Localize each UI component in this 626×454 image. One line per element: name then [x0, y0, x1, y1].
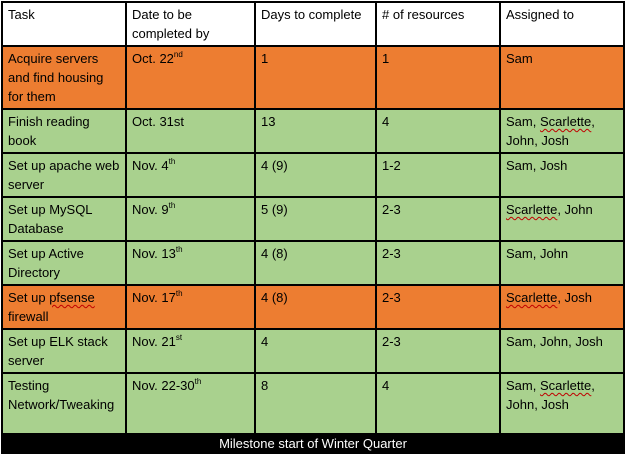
days-cell: 5 (9) [254, 196, 377, 242]
task-misspelled-word: pfsense [49, 290, 95, 305]
resources-cell: 4 [375, 108, 501, 154]
date-text: Oct. 22 [132, 51, 174, 66]
assigned-cell: Sam, John [499, 240, 625, 286]
days-cell: 13 [254, 108, 377, 154]
assigned-text: Sam, John, Josh [506, 334, 603, 349]
date-ordinal-suffix: th [175, 288, 183, 298]
task-cell: Set up pfsense firewall [1, 284, 127, 330]
date-text: Nov. 9 [132, 202, 169, 217]
table-row: Set up Active Directory Nov. 13th 4 (8) 2-3… [1, 240, 625, 286]
task-cell: Set up ELK stack server [1, 328, 127, 374]
assigned-cell: Scarlette, Josh [499, 284, 625, 330]
date-text: Nov. 4 [132, 158, 169, 173]
date-text: Nov. 13 [132, 246, 176, 261]
date-ordinal-suffix: th [175, 244, 183, 254]
date-cell: Nov. 13th [125, 240, 256, 286]
assigned-cell: Sam, Josh [499, 152, 625, 198]
table-row: Set up MySQL Database Nov. 9th 5 (9) 2-3 Sca… [1, 196, 625, 242]
resources-cell: 1 [375, 45, 501, 110]
milestone-row: Milestone start of Winter Quarter [1, 433, 625, 454]
days-cell: 4 (8) [254, 284, 377, 330]
assigned-text: , John [557, 202, 593, 217]
task-cell: Acquire servers and find housing for the… [1, 45, 127, 110]
date-cell: Oct. 22nd [125, 45, 256, 110]
date-text: Nov. 17 [132, 290, 176, 305]
days-cell: 4 [254, 328, 377, 374]
assigned-misspelled-word: Scarlette [506, 290, 558, 305]
header-assigned: Assigned to [499, 1, 625, 47]
header-days: Days to complete [254, 1, 377, 47]
header-task: Task [1, 1, 127, 47]
resources-cell: 2-3 [375, 328, 501, 374]
task-cell: Set up Active Directory [1, 240, 127, 286]
task-text: firewall [8, 309, 49, 324]
assigned-text: Sam, John [506, 246, 569, 261]
date-text: Nov. 22-30 [132, 378, 195, 393]
task-cell: Finish reading book [1, 108, 127, 154]
assigned-text: Sam [506, 51, 533, 66]
assigned-cell: Sam, Scarlette, John, Josh [499, 108, 625, 154]
resources-cell: 2-3 [375, 196, 501, 242]
days-cell: 4 (8) [254, 240, 377, 286]
assigned-cell: Sam, John, Josh [499, 328, 625, 374]
task-cell: Set up MySQL Database [1, 196, 127, 242]
assigned-text: , Josh [557, 290, 592, 305]
assigned-cell: Sam [499, 45, 625, 110]
header-date: Date to be completed by [125, 1, 256, 47]
date-ordinal-suffix: nd [173, 49, 183, 59]
table-row: Acquire servers and find housing for the… [1, 45, 625, 110]
table-row: Testing Network/Tweaking Nov. 22-30th 8 4 Sa… [1, 372, 625, 435]
resources-cell: 2-3 [375, 284, 501, 330]
date-ordinal-suffix: st [175, 332, 183, 342]
assigned-cell: Scarlette, John [499, 196, 625, 242]
date-cell: Nov. 22-30th [125, 372, 256, 435]
assigned-text: , John, Josh [506, 378, 595, 412]
days-cell: 4 (9) [254, 152, 377, 198]
date-text: Nov. 21 [132, 334, 176, 349]
header-resources: # of resources [375, 1, 501, 47]
assigned-misspelled-word: Scarlette [506, 202, 558, 217]
date-ordinal-suffix: th [168, 200, 176, 210]
date-text: Oct. 31st [132, 114, 185, 129]
date-cell: Nov. 9th [125, 196, 256, 242]
date-cell: Oct. 31st [125, 108, 256, 154]
assigned-misspelled-word: Scarlette [539, 378, 592, 393]
date-cell: Nov. 21st [125, 328, 256, 374]
assigned-text: Sam, [506, 114, 540, 129]
assigned-text: Sam, Josh [506, 158, 568, 173]
task-text: Set up [8, 290, 50, 305]
table-row: Finish reading book Oct. 31st 13 4 Sam, Scar… [1, 108, 625, 154]
date-ordinal-suffix: th [168, 156, 176, 166]
table-row: Set up pfsense firewall Nov. 17th 4 (8) 2-3… [1, 284, 625, 330]
assigned-text: , John, Josh [506, 114, 595, 148]
days-cell: 1 [254, 45, 377, 110]
task-cell: Testing Network/Tweaking [1, 372, 127, 435]
resources-cell: 2-3 [375, 240, 501, 286]
days-cell: 8 [254, 372, 377, 435]
task-cell: Set up apache web server [1, 152, 127, 198]
assigned-text: Sam, [506, 378, 540, 393]
milestone-banner: Milestone start of Winter Quarter [1, 433, 625, 454]
date-cell: Nov. 17th [125, 284, 256, 330]
table-row: Set up apache web server Nov. 4th 4 (9) 1-2… [1, 152, 625, 198]
resources-cell: 4 [375, 372, 501, 435]
date-ordinal-suffix: th [194, 376, 202, 386]
date-cell: Nov. 4th [125, 152, 256, 198]
table-row: Set up ELK stack server Nov. 21st 4 2-3 Sam,… [1, 328, 625, 374]
resources-cell: 1-2 [375, 152, 501, 198]
header-row: Task Date to be completed by Days to com… [1, 1, 625, 47]
assigned-cell: Sam, Scarlette, John, Josh [499, 372, 625, 435]
assigned-misspelled-word: Scarlette [539, 114, 592, 129]
